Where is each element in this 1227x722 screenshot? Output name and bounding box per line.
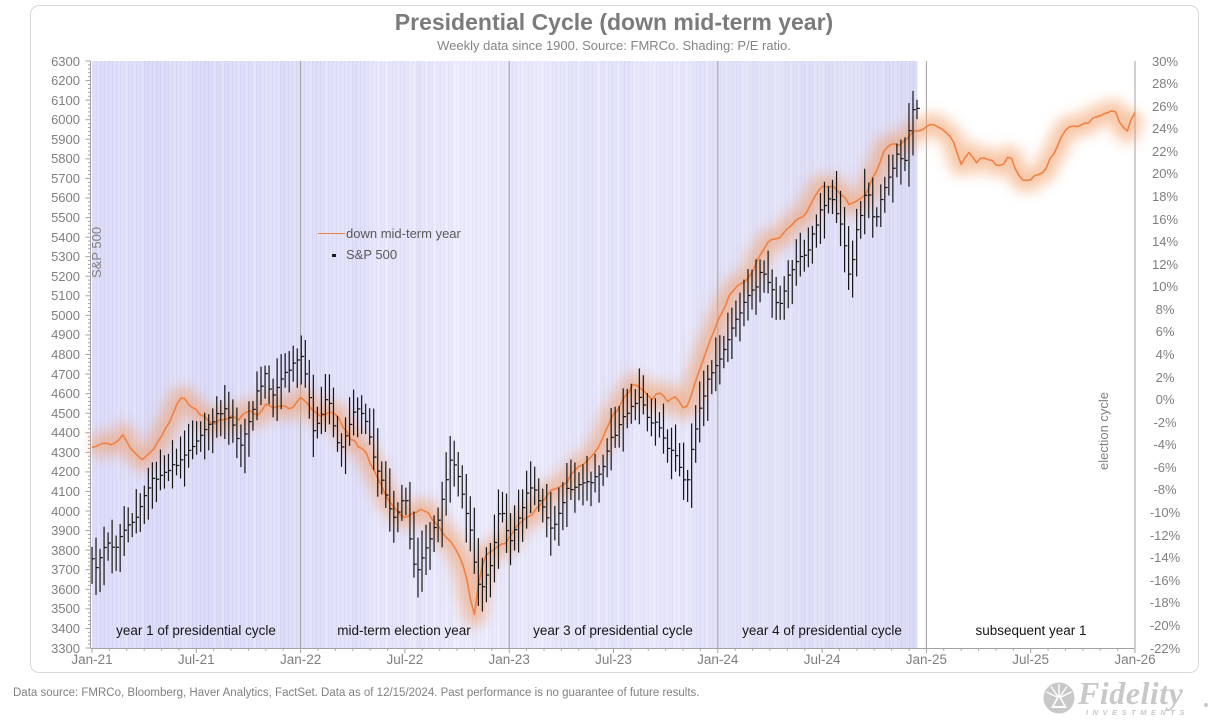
y-right-tick-label: 16% <box>1151 211 1179 227</box>
y-left-tick-label: 3900 <box>51 523 80 539</box>
x-tick-label: Jan-23 <box>488 652 530 667</box>
y-left-tick-label: 4400 <box>51 425 80 441</box>
sp500-weekly-bars <box>91 90 920 612</box>
x-tick-label: Jan-22 <box>279 652 322 667</box>
y-left-tick-label: 5000 <box>51 307 80 323</box>
y-right-tick-label: 10% <box>1151 279 1179 295</box>
legend-label-sp500: S&P 500 <box>346 247 398 262</box>
y-left-tick-label: 3500 <box>51 601 80 617</box>
y-left-tick-label: 4300 <box>51 444 80 460</box>
y-left-tick-label: 6200 <box>51 73 80 89</box>
phase-label-year1: year 1 of presidential cycle <box>116 623 276 638</box>
y-right-tick-label: 18% <box>1151 188 1179 204</box>
y-right-tick-label: 14% <box>1151 234 1179 250</box>
fidelity-sun-icon <box>1043 682 1075 714</box>
fidelity-investments-text: INVESTMENTS <box>1086 708 1189 717</box>
y-left-tick-label: 3800 <box>51 542 80 558</box>
x-tick-label: Jan-25 <box>905 652 948 667</box>
legend-line-swatch <box>318 233 345 234</box>
y-right-tick-label: -18% <box>1149 595 1181 611</box>
y-left-tick-label: 3700 <box>51 562 80 578</box>
y-left-tick-label: 6000 <box>51 112 80 128</box>
y-left-tick-label: 5500 <box>51 210 80 226</box>
y-left-tick-label: 6300 <box>51 53 80 69</box>
y-right-tick-label: -20% <box>1149 617 1181 633</box>
y-right-tick-label: -8% <box>1153 482 1177 498</box>
chart-frame <box>30 5 1199 673</box>
y-right-tick-label: 12% <box>1151 256 1179 272</box>
right-axis-title: election cycle <box>1096 391 1111 470</box>
phase-label-subsequent: subsequent year 1 <box>975 623 1087 638</box>
y-left-tick-label: 3600 <box>51 581 80 597</box>
legend-dot-swatch <box>332 254 336 257</box>
x-tick-label: Jul-23 <box>595 652 632 667</box>
y-right-tick-label: 2% <box>1155 369 1175 385</box>
x-tick-label: Jan-26 <box>1114 652 1156 667</box>
left-axis-title: S&P 500 <box>89 226 104 278</box>
y-left-tick-label: 6100 <box>51 92 80 108</box>
pe-ratio-shading <box>92 61 918 648</box>
axis-lines-and-ticks <box>85 60 1136 653</box>
y-left-tick-label: 3400 <box>51 620 80 636</box>
y-right-tick-label: -12% <box>1149 527 1181 543</box>
y-right-tick-label: -2% <box>1153 414 1177 430</box>
y-right-tick-label: -14% <box>1149 550 1181 566</box>
y-right-tick-label: 24% <box>1151 121 1179 137</box>
y-right-tick-label: -10% <box>1149 505 1181 521</box>
cycle-line <box>91 110 1136 616</box>
y-left-tick-label: 5200 <box>51 268 80 284</box>
y-right-tick-label: -4% <box>1153 437 1177 453</box>
x-tick-label: Jul-21 <box>177 652 215 667</box>
phase-label-year4: year 4 of presidential cycle <box>742 623 902 638</box>
y-right-tick-label: -22% <box>1149 640 1181 656</box>
y-left-tick-label: 5400 <box>51 229 80 245</box>
y-right-tick-label: 28% <box>1151 76 1179 92</box>
y-left-tick-label: 5300 <box>51 249 80 265</box>
phase-label-midterm: mid-term election year <box>337 623 471 638</box>
y-left-tick-label: 5600 <box>51 190 80 206</box>
y-right-tick-label: 0% <box>1155 392 1175 408</box>
y-left-tick-label: 4900 <box>51 327 80 343</box>
page-subtitle: Weekly data since 1900. Source: FMRCo. S… <box>437 38 791 53</box>
x-tick-label: Jul-24 <box>803 652 841 667</box>
y-left-tick-label: 5800 <box>51 151 80 167</box>
y-right-tick-label: 6% <box>1155 324 1175 340</box>
y-left-tick-label: 4100 <box>51 483 80 499</box>
y-left-tick-label: 5100 <box>51 288 80 304</box>
y-right-tick-label: 4% <box>1155 347 1175 362</box>
y-left-tick-label: 5700 <box>51 170 80 186</box>
registered-mark <box>1204 703 1208 707</box>
y-left-tick-label: 5900 <box>51 131 80 147</box>
fidelity-logo: Fidelity INVESTMENTS <box>1042 675 1222 721</box>
x-tick-label: Jul-25 <box>1012 652 1050 667</box>
y-left-tick-label: 3300 <box>51 640 80 656</box>
y-right-tick-label: 22% <box>1151 143 1179 159</box>
y-left-tick-label: 4800 <box>51 347 80 362</box>
y-left-tick-label: 4000 <box>51 503 80 519</box>
y-left-tick-label: 4200 <box>51 464 80 480</box>
legend-label-cycle: down mid-term year <box>346 226 461 241</box>
phase-label-year3: year 3 of presidential cycle <box>533 623 693 638</box>
y-right-tick-label: 20% <box>1151 166 1179 182</box>
y-left-tick-label: 4600 <box>51 386 80 402</box>
page-title: Presidential Cycle (down mid-term year) <box>394 9 834 35</box>
y-right-tick-label: 8% <box>1155 301 1175 317</box>
x-tick-label: Jul-22 <box>386 652 424 667</box>
y-right-tick-label: 30% <box>1151 53 1179 69</box>
x-tick-label: Jan-24 <box>697 652 739 667</box>
x-tick-label: Jan-21 <box>71 652 113 667</box>
y-right-tick-label: -6% <box>1153 459 1177 475</box>
y-left-tick-label: 4700 <box>51 366 80 382</box>
y-right-tick-label: -16% <box>1149 572 1181 588</box>
y-right-tick-label: 26% <box>1151 98 1179 114</box>
fidelity-wordmark: Fidelity <box>1078 675 1184 711</box>
y-left-tick-label: 4500 <box>51 405 80 421</box>
footer-disclaimer: Data source: FMRCo, Bloomberg, Haver Ana… <box>13 687 700 699</box>
